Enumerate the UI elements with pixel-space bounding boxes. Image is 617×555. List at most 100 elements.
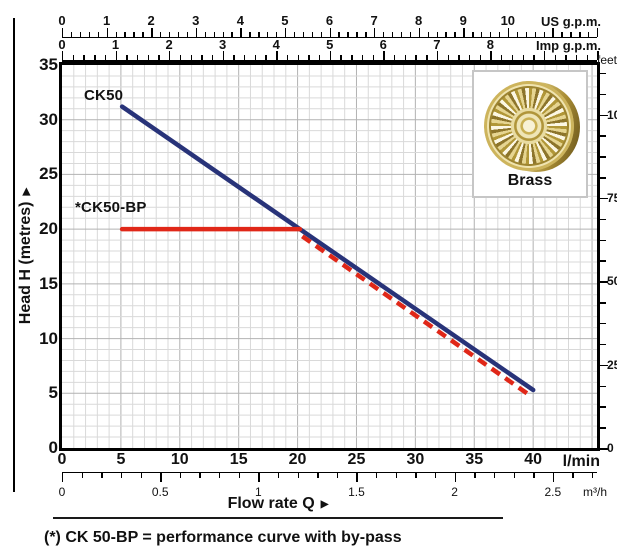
tick bbox=[222, 32, 224, 37]
tick bbox=[597, 28, 599, 37]
x-axis-title: Flow rate Q ▶ bbox=[53, 495, 503, 513]
tick bbox=[199, 473, 201, 478]
tick bbox=[267, 32, 269, 37]
x-axis-title-text: Flow rate Q bbox=[227, 495, 315, 512]
tick bbox=[427, 32, 429, 37]
tick bbox=[160, 32, 162, 37]
tick bbox=[565, 55, 567, 60]
tick bbox=[543, 32, 545, 37]
tick bbox=[383, 32, 385, 37]
tick bbox=[126, 55, 128, 60]
tick-label: 7 bbox=[433, 37, 441, 52]
tick bbox=[160, 473, 162, 482]
tick bbox=[400, 32, 403, 37]
tick bbox=[308, 55, 310, 60]
tick bbox=[600, 114, 608, 117]
tick bbox=[395, 473, 398, 478]
tick-label: 0 bbox=[58, 13, 66, 28]
tick-label: 1 bbox=[111, 37, 120, 52]
tick bbox=[600, 302, 606, 304]
tick bbox=[340, 55, 342, 60]
tick bbox=[600, 427, 606, 429]
tick-label: 15 bbox=[229, 451, 248, 468]
us-gpm-unit-label: US g.p.m. bbox=[541, 14, 601, 29]
tick bbox=[265, 55, 267, 60]
tick bbox=[240, 28, 242, 37]
tick bbox=[597, 51, 599, 60]
tick bbox=[201, 55, 203, 60]
tick-label: 2 bbox=[147, 13, 155, 28]
plot-canvas bbox=[62, 65, 597, 448]
tick bbox=[254, 55, 257, 60]
tick bbox=[72, 55, 75, 60]
tick bbox=[211, 55, 214, 60]
tick bbox=[151, 28, 153, 37]
tick bbox=[231, 32, 233, 37]
tick-label: 5 bbox=[281, 13, 289, 28]
tick-label: 25 bbox=[347, 451, 366, 468]
ck50-curve-label: CK50 bbox=[84, 87, 124, 104]
tick-label: 10 bbox=[170, 451, 189, 468]
tick-label: 5 bbox=[326, 37, 334, 52]
tick-label: 0 bbox=[58, 37, 66, 52]
tick bbox=[106, 28, 108, 37]
tick bbox=[404, 55, 407, 60]
tick bbox=[372, 55, 374, 60]
tick-label: 0 bbox=[57, 451, 67, 468]
us-gpm-tick-labels: 0 1 2 3 4 5 6 7 8 9 10 bbox=[58, 13, 597, 29]
tick-label: 2 bbox=[451, 485, 458, 499]
tick bbox=[493, 473, 496, 478]
tick bbox=[177, 32, 180, 37]
tick bbox=[186, 32, 189, 37]
tick bbox=[481, 32, 483, 37]
tick bbox=[447, 55, 449, 60]
ck50-bp-curve-label: *CK50-BP bbox=[75, 199, 147, 216]
metre-label: 15 bbox=[39, 273, 58, 293]
imp-gpm-ruler bbox=[62, 51, 599, 62]
tick bbox=[525, 32, 528, 37]
tick bbox=[81, 473, 84, 478]
tick bbox=[600, 364, 608, 367]
tick bbox=[133, 32, 135, 37]
tick bbox=[351, 55, 353, 60]
tick bbox=[140, 473, 142, 478]
tick bbox=[297, 55, 299, 60]
feet-label: 0 bbox=[607, 441, 614, 455]
metre-label: 35 bbox=[39, 55, 58, 74]
tick bbox=[600, 218, 606, 221]
tick-label: 35 bbox=[465, 451, 484, 468]
tick bbox=[600, 239, 606, 242]
tick bbox=[88, 32, 91, 37]
tick bbox=[244, 55, 246, 60]
tick bbox=[600, 322, 606, 325]
tick bbox=[391, 32, 394, 37]
tick bbox=[276, 51, 278, 60]
tick bbox=[158, 55, 160, 60]
tick bbox=[347, 32, 349, 37]
tick bbox=[600, 197, 608, 200]
tick bbox=[454, 473, 457, 482]
tick bbox=[376, 473, 378, 478]
tick bbox=[570, 32, 572, 37]
tick-label: 4 bbox=[272, 37, 280, 52]
tick bbox=[435, 473, 437, 478]
tick bbox=[219, 473, 221, 478]
tick-label: 2 bbox=[165, 37, 173, 52]
tick bbox=[142, 32, 144, 37]
impeller-blades bbox=[474, 71, 584, 181]
lmin-unit-label: l/min bbox=[562, 453, 600, 470]
tick-label: 20 bbox=[288, 451, 307, 468]
tick bbox=[383, 51, 385, 60]
tick bbox=[195, 28, 198, 37]
tick bbox=[513, 473, 515, 478]
tick-label: 10 bbox=[500, 13, 516, 28]
right-arrow-icon: ▶ bbox=[320, 499, 329, 510]
footnote-caption: (*) CK 50-BP = performance curve with by… bbox=[44, 529, 402, 546]
brass-impeller-image bbox=[474, 71, 584, 181]
tick bbox=[586, 55, 589, 60]
tick bbox=[104, 55, 107, 60]
tick bbox=[213, 32, 215, 37]
inset-material-label: Brass bbox=[507, 172, 553, 189]
footer-rule bbox=[53, 517, 503, 519]
tick bbox=[436, 32, 438, 37]
